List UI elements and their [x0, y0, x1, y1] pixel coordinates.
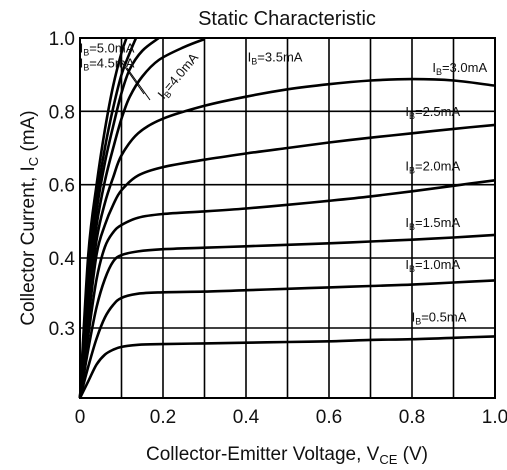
series-label-sub: B: [83, 47, 89, 57]
series-label-main: I: [405, 215, 409, 230]
data-series: [78, 36, 496, 399]
series-label-main: I: [80, 56, 84, 71]
y-tick-label: 0.4: [49, 249, 76, 270]
series-label-sub: B: [162, 89, 174, 100]
x-tick-label: 1.0: [482, 407, 507, 428]
series-line-0: [78, 335, 496, 399]
series-label-0: IB=0.5mA: [412, 310, 467, 327]
x-tick-label: 0.4: [233, 407, 260, 428]
x-tick-label: 0.2: [150, 407, 176, 428]
series-line-2: [78, 233, 496, 399]
series-label-suffix: =1.0mA: [415, 257, 460, 272]
chart-title: Static Characteristic: [198, 8, 376, 30]
series-label-suffix: =3.0mA: [442, 60, 487, 75]
leader-line-ib-5-0: [119, 59, 145, 95]
series-label-sub: B: [409, 222, 415, 232]
y-tick-label: 0.8: [49, 102, 75, 123]
series-label-main: I: [405, 159, 409, 174]
series-line-9: [78, 37, 128, 399]
x-axis-label-unit: (V): [397, 444, 428, 465]
x-axis-label: Collector-Emitter Voltage, VCE (V): [146, 444, 428, 467]
y-axis-label-unit: (mA): [18, 110, 39, 156]
series-label-main: I: [412, 310, 416, 325]
series-label-sub: B: [436, 67, 442, 77]
series-label-sub: B: [415, 317, 421, 327]
series-label-8: IB=4.5mA: [80, 56, 135, 73]
series-line-5: [78, 77, 496, 399]
series-label-suffix: =2.0mA: [415, 159, 460, 174]
series-label-sub: B: [251, 56, 257, 66]
series-label-suffix: =0.5mA: [421, 310, 466, 325]
x-tick-label: 0.6: [316, 407, 342, 428]
x-tick-label: 0.8: [399, 407, 425, 428]
series-label-5: IB=3.0mA: [432, 60, 487, 77]
series-label-suffix: =2.5mA: [415, 104, 460, 119]
series-label-sub: B: [409, 166, 415, 176]
x-axis-label-main: Collector-Emitter Voltage, V: [146, 444, 380, 465]
series-label-suffix: =3.5mA: [257, 49, 302, 64]
series-label-main: I: [80, 40, 84, 55]
series-label-main: I: [248, 49, 252, 64]
series-label-3: IB=2.0mA: [405, 159, 460, 176]
series-line-1: [78, 279, 496, 399]
series-label-2: IB=1.5mA: [405, 215, 460, 232]
y-tick-label: 1.0: [49, 29, 75, 50]
series-line-6: [78, 37, 205, 399]
y-tick-label: 0.6: [49, 176, 75, 197]
series-labels: IB=0.5mAIB=1.0mAIB=1.5mAIB=2.0mAIB=2.5mA…: [80, 40, 488, 326]
y-axis-label-sub: C: [26, 157, 41, 166]
series-label-main: I: [405, 104, 409, 119]
series-label-sub: B: [83, 63, 89, 73]
x-tick-labels: 0 0.2 0.4 0.6 0.8 1.0: [75, 407, 507, 428]
leader-lines: [119, 59, 151, 101]
series-label-1: IB=1.0mA: [405, 257, 460, 274]
y-axis-label-main: Collector Current, I: [18, 166, 39, 325]
y-tick-labels: 0.3 0.4 0.6 0.8 1.0: [49, 29, 76, 340]
y-axis-label: Collector Current, IC (mA): [18, 110, 41, 325]
leader-line-ib-4-5: [126, 67, 151, 101]
x-tick-label: 0: [75, 407, 86, 428]
plot-frame: [79, 37, 496, 399]
y-tick-label: 0.3: [49, 319, 75, 340]
series-label-main: I: [432, 60, 436, 75]
series-label-sub: B: [409, 111, 415, 121]
series-label-suffix: =5.0mA: [89, 40, 134, 55]
x-axis-label-sub: CE: [379, 452, 397, 467]
series-label-4: IB=2.5mA: [405, 104, 460, 121]
series-label-6: IB=3.5mA: [248, 49, 303, 66]
series-label-sub: B: [409, 264, 415, 274]
series-line-3: [78, 179, 496, 399]
grid: [80, 38, 495, 398]
series-line-4: [78, 123, 496, 399]
series-label-9: IB=5.0mA: [80, 40, 135, 57]
series-label-main: I: [405, 257, 409, 272]
series-label-suffix: =1.5mA: [415, 215, 460, 230]
series-label-suffix: =4.5mA: [89, 56, 134, 71]
